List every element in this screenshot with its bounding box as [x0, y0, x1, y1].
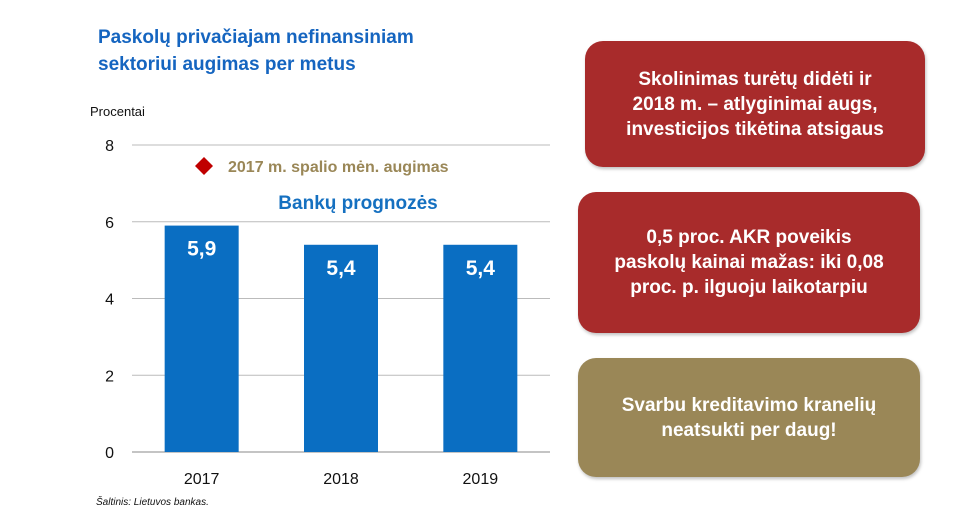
box-line: 0,5 proc. AKR poveikis [646, 227, 852, 248]
box-line: neatsukti per daug! [661, 419, 837, 441]
x-tick-label: 2019 [463, 471, 499, 488]
bar-data-label: 5,4 [466, 257, 496, 280]
box-line: paskolų kainai mažas: iki 0,08 [614, 252, 884, 273]
title-line: Paskolų privačiajam nefinansiniam [98, 27, 414, 48]
y-tick-label: 0 [105, 445, 114, 462]
x-tick-label: 2018 [323, 471, 359, 488]
source-note: Šaltinis: Lietuvos bankas. [96, 497, 209, 508]
y-tick-label: 8 [105, 138, 114, 155]
y-axis-label: Procentai [90, 104, 145, 119]
info-box-credit-taps: Svarbu kreditavimo kranelių neatsukti pe… [578, 358, 920, 477]
info-box-lending: Skolinimas turėtų didėti ir 2018 m. – at… [585, 41, 925, 167]
box-line: Svarbu kreditavimo kranelių [621, 394, 877, 416]
box-line: 2018 m. – atlyginimai augs, [632, 93, 878, 115]
box-line: investicijos tikėtina atsigaus [626, 118, 884, 140]
legend-label-october-growth: 2017 m. spalio mėn. augimas [228, 159, 449, 176]
bar [443, 244, 518, 452]
legend-diamond-icon [195, 157, 213, 175]
y-tick-label: 6 [105, 215, 114, 232]
info-box-akr: 0,5 proc. AKR poveikis paskolų kainai ma… [578, 192, 920, 333]
bar [164, 225, 239, 452]
bar-data-label: 5,4 [326, 257, 356, 280]
legend-label-bank-forecasts: Bankų prognozės [278, 193, 437, 214]
y-tick-label: 2 [105, 368, 114, 385]
box-line: Skolinimas turėtų didėti ir [638, 68, 872, 90]
x-tick-label: 2017 [184, 471, 220, 488]
chart-title: Paskolų privačiajam nefinansiniam sektor… [98, 24, 414, 78]
title-line: sektoriui augimas per metus [98, 54, 356, 75]
bar-data-label: 5,9 [187, 238, 216, 261]
y-tick-label: 4 [105, 292, 114, 309]
box-line: proc. p. ilguoju laikotarpiu [630, 277, 868, 298]
bar [304, 244, 378, 452]
